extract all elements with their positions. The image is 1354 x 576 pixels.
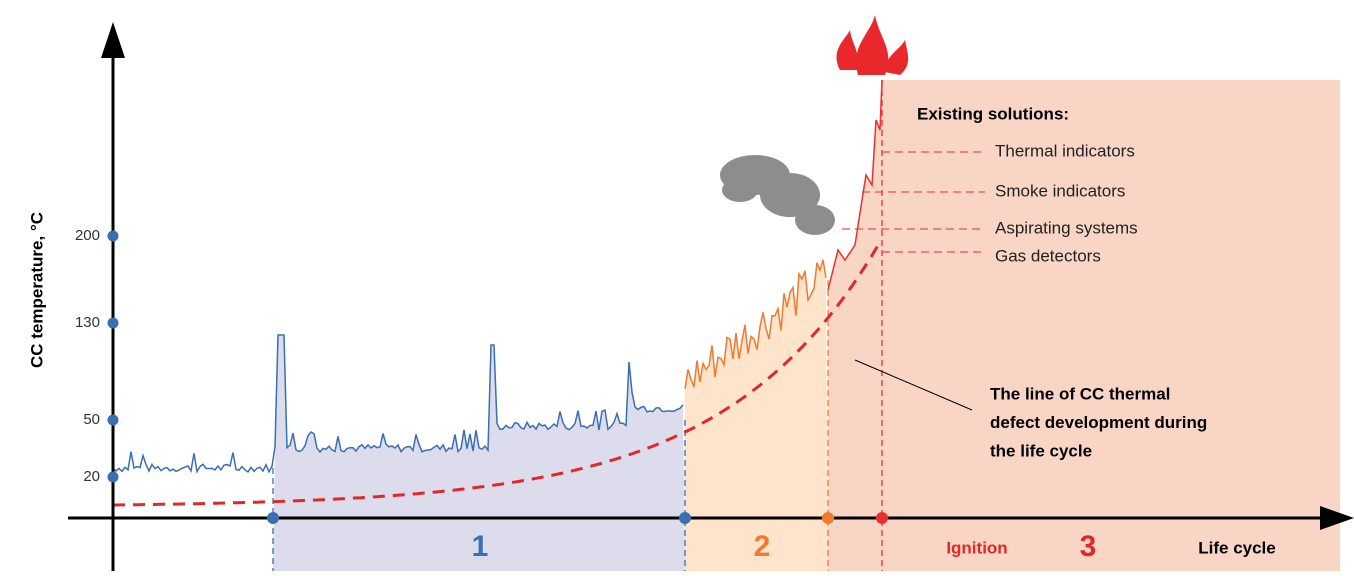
diagram: CC temperature, °C Existing solutions: 1… (0, 0, 1354, 571)
zone-label: 1 (472, 530, 489, 563)
y-tick-dot (108, 472, 119, 483)
solution-item: Smoke indicators (995, 181, 1125, 200)
y-tick-label: 50 (83, 411, 100, 428)
zone-label: 3 (1080, 530, 1097, 563)
annotation-line: The line of CC thermal (990, 384, 1170, 403)
y-tick-label: 130 (75, 314, 100, 331)
solution-item: Thermal indicators (995, 141, 1135, 160)
smoke (720, 155, 835, 235)
annotation-line: the life cycle (990, 441, 1092, 460)
solution-item: Gas detectors (995, 246, 1101, 265)
solutions-title: Existing solutions: (917, 104, 1069, 123)
solution-item: Aspirating systems (995, 218, 1138, 237)
x-axis-label: Life cycle (1198, 538, 1276, 557)
y-arrow (101, 22, 125, 58)
y-tick-dot (108, 318, 119, 329)
ignition-label: Ignition (946, 538, 1007, 557)
zone-label: 2 (754, 530, 771, 563)
y-tick-label: 20 (83, 468, 100, 485)
y-tick-dot (108, 415, 119, 426)
flame (837, 15, 908, 75)
annotation-line: defect development during (990, 413, 1207, 432)
zone-2-bg (685, 260, 828, 571)
y-tick-label: 200 (75, 227, 100, 244)
y-tick-dot (108, 231, 119, 242)
y-axis-label: CC temperature, °C (27, 212, 46, 368)
